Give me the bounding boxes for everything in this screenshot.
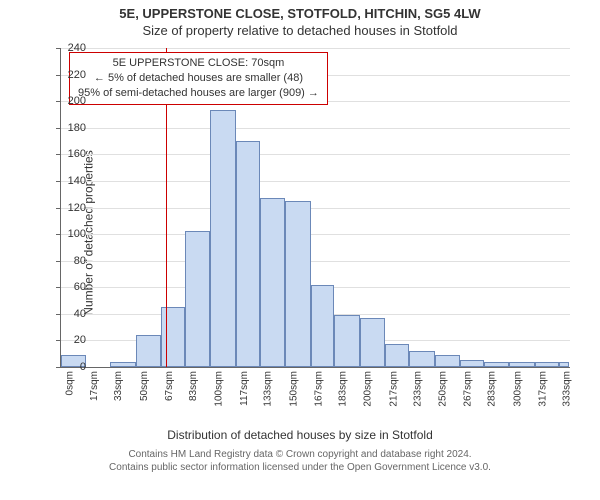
x-tick-label: 67sqm [164,371,175,401]
histogram-bar [236,141,260,367]
histogram-bar [484,362,509,367]
histogram-bar [559,362,569,367]
x-tick-label: 317sqm [538,371,549,407]
y-tick-label: 20 [46,334,86,346]
x-tick-label: 267sqm [463,371,474,407]
y-tick-label: 120 [46,202,86,214]
histogram-bar [509,362,534,367]
histogram-bar [360,318,385,367]
x-tick-label: 233sqm [412,371,423,407]
gridline [61,48,570,49]
x-tick-label: 183sqm [337,371,348,407]
x-tick-label: 117sqm [239,371,250,406]
y-tick-label: 0 [46,361,86,373]
y-tick-label: 180 [46,122,86,134]
histogram-bar [535,362,559,367]
y-tick-label: 100 [46,228,86,240]
histogram-bar [260,198,285,367]
x-tick-label: 17sqm [89,371,100,401]
y-tick-label: 160 [46,148,86,160]
x-tick-label: 100sqm [213,371,224,407]
x-tick-label: 150sqm [288,371,299,407]
chart-titles: 5E, UPPERSTONE CLOSE, STOTFOLD, HITCHIN,… [0,0,600,38]
x-tick-label: 300sqm [512,371,523,407]
x-tick-label: 50sqm [139,371,150,401]
histogram-bar [185,231,210,367]
x-tick-label: 33sqm [113,371,124,401]
title-line-1: 5E, UPPERSTONE CLOSE, STOTFOLD, HITCHIN,… [0,6,600,21]
x-tick-label: 133sqm [263,371,274,407]
histogram-bar [311,285,335,367]
histogram-bar [334,315,359,367]
gridline [61,234,570,235]
footer-line-1: Contains HM Land Registry data © Crown c… [0,448,600,461]
x-tick-label: 333sqm [562,371,573,407]
histogram-bar [385,344,409,367]
y-tick-label: 80 [46,255,86,267]
x-tick-label: 200sqm [363,371,374,407]
y-tick-label: 200 [46,95,86,107]
x-axis-label: Distribution of detached houses by size … [0,428,600,442]
y-tick-label: 140 [46,175,86,187]
annotation-box: 5E UPPERSTONE CLOSE: 70sqm← 5% of detach… [69,52,328,105]
y-tick-label: 240 [46,42,86,54]
histogram-bar [110,362,135,367]
title-line-2: Size of property relative to detached ho… [0,23,600,38]
y-tick-label: 40 [46,308,86,320]
gridline [61,154,570,155]
x-tick-label: 217sqm [388,371,399,407]
histogram-bar [285,201,310,367]
annotation-line-1: 5E UPPERSTONE CLOSE: 70sqm [78,56,319,71]
gridline [61,261,570,262]
footer: Contains HM Land Registry data © Crown c… [0,448,600,474]
gridline [61,128,570,129]
x-tick-label: 83sqm [188,371,199,401]
x-tick-label: 0sqm [64,371,75,395]
y-tick-label: 220 [46,69,86,81]
chart-area: Number of detached properties 5E UPPERST… [0,38,600,428]
gridline [61,208,570,209]
x-tick-label: 283sqm [487,371,498,407]
x-tick-label: 167sqm [314,371,325,407]
annotation-line-3: 95% of semi-detached houses are larger (… [78,86,319,101]
histogram-bar [136,335,161,367]
histogram-bar [460,360,484,367]
footer-line-2: Contains public sector information licen… [0,461,600,474]
gridline [61,181,570,182]
histogram-bar [435,355,460,367]
plot-region: 5E UPPERSTONE CLOSE: 70sqm← 5% of detach… [60,48,570,368]
annotation-line-2: ← 5% of detached houses are smaller (48) [78,71,319,86]
x-tick-label: 250sqm [438,371,449,407]
histogram-bar [210,110,235,367]
histogram-bar [409,351,434,367]
y-tick-label: 60 [46,281,86,293]
